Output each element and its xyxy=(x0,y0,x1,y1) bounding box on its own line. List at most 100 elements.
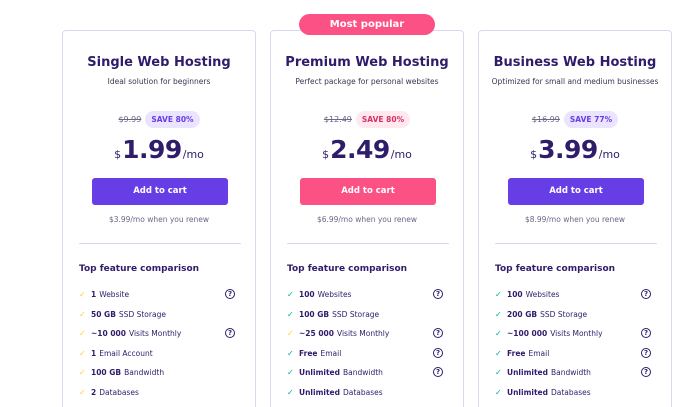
check-icon: ✓ xyxy=(79,368,86,378)
discount-row: $12.49 SAVE 80% xyxy=(271,111,463,128)
feature-value: 50 GB xyxy=(91,309,116,319)
check-icon: ✓ xyxy=(79,309,86,319)
currency: $ xyxy=(322,148,330,161)
feature-value: 200 GB xyxy=(507,309,538,319)
feature-label: Databases xyxy=(343,387,383,397)
help-icon[interactable]: ? xyxy=(641,347,651,358)
most-popular-badge: Most popular xyxy=(299,14,435,35)
feature-label: Website xyxy=(99,290,130,300)
feature-value: 100 GB xyxy=(299,309,330,319)
feature-label: Email xyxy=(320,348,342,358)
feature-value: Unlimited xyxy=(507,368,548,378)
feature-label: Bandwidth xyxy=(551,368,591,378)
price-amount: 2.49 xyxy=(330,135,390,164)
feature-value: 100 xyxy=(507,290,523,300)
feature-value: ~25 000 xyxy=(299,329,334,339)
feature-item: ✓ ~100 000 Visits Monthly? xyxy=(495,324,659,344)
plan-card-business: Business Web Hosting Optimized for small… xyxy=(478,30,672,407)
help-icon[interactable]: ? xyxy=(225,328,235,338)
feature-item: ✓ 50 GB SSD Storage xyxy=(79,305,243,325)
feature-label: Visits Monthly xyxy=(337,329,390,339)
save-badge: SAVE 80% xyxy=(145,111,200,128)
feature-heading: Top feature comparison xyxy=(495,264,616,274)
help-icon[interactable]: ? xyxy=(433,347,443,358)
save-badge: SAVE 77% xyxy=(563,111,619,128)
currency: $ xyxy=(530,148,538,161)
feature-value: 100 xyxy=(299,290,315,300)
feature-item: ✓ Free Email? xyxy=(495,344,659,364)
feature-label: Email xyxy=(528,348,550,358)
help-icon[interactable]: ? xyxy=(433,328,443,338)
feature-item: ✓ 1 Website? xyxy=(79,285,243,305)
help-icon[interactable]: ? xyxy=(225,289,235,299)
old-price: $9.99 xyxy=(118,115,142,124)
plan-subtitle: Ideal solution for beginners xyxy=(107,77,211,86)
divider xyxy=(79,243,241,244)
add-to-cart-button[interactable]: Add to cart xyxy=(300,178,436,205)
help-icon[interactable]: ? xyxy=(433,289,443,299)
feature-label: Bandwidth xyxy=(343,368,383,378)
feature-value: 1 xyxy=(91,290,97,300)
help-icon[interactable]: ? xyxy=(641,367,651,377)
feature-value: ~100 000 xyxy=(507,329,548,339)
feature-item: ✓ Free Email? xyxy=(287,344,451,364)
check-icon: ✓ xyxy=(287,387,294,397)
check-icon: ✓ xyxy=(495,368,502,378)
check-icon: ✓ xyxy=(287,329,294,339)
help-icon[interactable]: ? xyxy=(641,289,651,299)
feature-value: 1 xyxy=(91,348,97,358)
feature-item: ✓ Unlimited Bandwidth? xyxy=(287,363,451,383)
add-to-cart-button[interactable]: Add to cart xyxy=(92,178,228,205)
renew-price: $6.99/mo when you renew xyxy=(316,215,418,224)
plan-subtitle: Perfect package for personal websites xyxy=(295,77,439,86)
check-icon: ✓ xyxy=(79,387,86,397)
check-icon: ✓ xyxy=(287,309,294,319)
feature-item: ✓ ~25 000 Visits Monthly? xyxy=(287,324,451,344)
renew-price: $3.99/mo when you renew xyxy=(108,215,210,224)
feature-label: Visits Monthly xyxy=(129,329,182,339)
currency: $ xyxy=(114,148,122,161)
price-period: /mo xyxy=(598,148,620,161)
old-price: $12.49 xyxy=(323,115,352,124)
price: $ 2.49 /mo xyxy=(271,135,463,164)
feature-item: ✓ 100 GB Bandwidth xyxy=(79,363,243,383)
check-icon: ✓ xyxy=(79,329,86,339)
feature-item: ✓ ~10 000 Visits Monthly? xyxy=(79,324,243,344)
save-badge: SAVE 80% xyxy=(355,111,411,128)
feature-list: ✓ 1 Website? ✓ 50 GB SSD Storage ✓ ~10 000 Vis… xyxy=(79,285,243,402)
old-price: $16.99 xyxy=(531,115,560,124)
check-icon: ✓ xyxy=(79,290,86,300)
plan-subtitle: Optimized for small and medium businesse… xyxy=(491,77,659,86)
feature-item: ✓ Unlimited Bandwidth? xyxy=(495,363,659,383)
check-icon: ✓ xyxy=(287,368,294,378)
add-to-cart-button[interactable]: Add to cart xyxy=(508,178,644,205)
feature-value: Free xyxy=(299,348,318,358)
feature-value: ~10 000 xyxy=(91,329,126,339)
feature-value: 100 GB xyxy=(91,368,122,378)
check-icon: ✓ xyxy=(495,348,502,358)
feature-label: Websites xyxy=(525,290,560,300)
feature-item: ✓ 2 Databases xyxy=(79,383,243,403)
feature-value: Unlimited xyxy=(299,387,340,397)
feature-value: 2 xyxy=(91,387,97,397)
price-period: /mo xyxy=(390,148,412,161)
check-icon: ✓ xyxy=(495,290,502,300)
plan-card-single: Single Web Hosting Ideal solution for be… xyxy=(62,30,256,407)
renew-price: $8.99/mo when you renew xyxy=(524,215,626,224)
feature-list: ✓ 100 Websites? ✓ 100 GB SSD Storage ✓ ~25 00… xyxy=(287,285,451,402)
plan-name: Single Web Hosting xyxy=(87,55,231,70)
feature-label: Databases xyxy=(99,387,139,397)
feature-value: Free xyxy=(507,348,526,358)
check-icon: ✓ xyxy=(287,348,294,358)
feature-label: Visits Monthly xyxy=(550,329,603,339)
feature-label: Websites xyxy=(317,290,352,300)
help-icon[interactable]: ? xyxy=(433,367,443,377)
price-amount: 1.99 xyxy=(122,135,182,164)
plan-name: Business Web Hosting xyxy=(493,55,657,70)
price: $ 1.99 /mo xyxy=(63,135,255,164)
help-icon[interactable]: ? xyxy=(641,328,651,338)
feature-item: ✓ 100 Websites? xyxy=(287,285,451,305)
feature-label: Bandwidth xyxy=(124,368,165,378)
feature-item: ✓ 100 GB SSD Storage xyxy=(287,305,451,325)
feature-item: ✓ 1 Email Account xyxy=(79,344,243,364)
